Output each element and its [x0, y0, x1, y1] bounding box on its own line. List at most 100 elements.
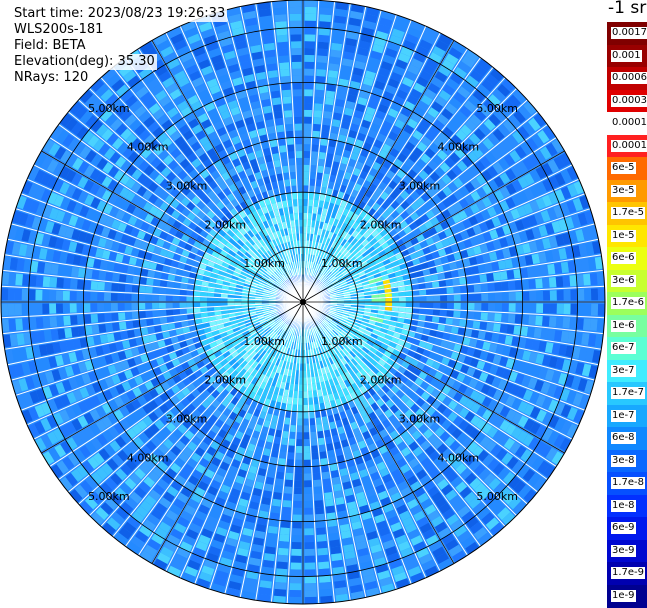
range-gate-cell [487, 313, 494, 321]
range-gate-cell [132, 285, 139, 292]
range-gate-cell [37, 331, 45, 342]
range-gate-cell [478, 331, 486, 339]
range-gate-cell [43, 317, 51, 328]
range-gate-cell [214, 293, 221, 297]
range-gate-cell [279, 451, 286, 459]
range-gate-cell [569, 318, 577, 329]
range-gate-cell [330, 50, 341, 58]
range-gate-cell [319, 14, 331, 22]
range-gate-cell [275, 582, 287, 590]
range-gate-cell [481, 303, 488, 310]
range-gate-cell [412, 291, 419, 296]
range-gate-cell [285, 480, 293, 487]
range-gate-cell [98, 324, 106, 333]
range-gate-cell [321, 131, 329, 139]
range-gate-cell [193, 303, 200, 307]
range-gate-cell [304, 124, 311, 131]
range-gate-cell [378, 298, 385, 301]
range-gate-cell [305, 576, 316, 583]
range-gate-cell [221, 302, 228, 305]
range-gate-cell [501, 314, 508, 323]
range-gate-cell [125, 312, 132, 320]
range-gate-cell [491, 333, 499, 342]
range-gate-cell [509, 303, 516, 312]
range-gate-cell [272, 499, 281, 507]
range-gate-cell [265, 546, 276, 554]
range-gate-cell [173, 282, 180, 288]
range-gate-cell [461, 303, 468, 310]
range-gate-cell [284, 486, 292, 493]
range-gate-cell [304, 412, 309, 419]
range-gate-cell [303, 364, 306, 371]
range-gate-cell [44, 263, 52, 274]
range-gate-cell [550, 290, 557, 300]
range-gate-cell [125, 294, 132, 301]
range-gate-cell [486, 273, 494, 281]
range-gate-cell [473, 321, 481, 329]
range-gate-cell [304, 96, 312, 103]
range-gate-cell [471, 266, 479, 274]
range-gate-cell [304, 432, 310, 439]
range-gate-cell [323, 118, 331, 126]
range-gate-cell [493, 323, 501, 332]
range-gate-cell [308, 213, 312, 220]
range-gate-cell [173, 296, 180, 301]
range-gate-cell [318, 42, 329, 50]
range-gate-cell [583, 318, 591, 330]
range-gate-cell [145, 295, 152, 301]
range-gate-cell [304, 89, 313, 96]
range-gate-cell [111, 303, 118, 311]
range-gate-cell [303, 227, 306, 234]
range-gate-cell [118, 312, 125, 320]
range-gate-cell [320, 7, 332, 15]
range-gate-cell [547, 264, 555, 275]
range-gate-cell [15, 304, 22, 316]
range-gate-cell [494, 313, 501, 321]
range-gate-cell [433, 288, 440, 294]
range-gate-cell [305, 549, 315, 556]
range-gate-cell [160, 317, 168, 323]
range-gate-cell [542, 278, 550, 288]
range-gate-cell [304, 419, 309, 426]
range-gate-cell [304, 69, 313, 76]
range-gate-cell [146, 319, 154, 326]
range-gate-cell [263, 490, 272, 498]
range-gate-cell [323, 485, 331, 493]
range-gate-cell [535, 316, 543, 326]
range-gate-cell [83, 292, 90, 301]
range-gate-cell [315, 96, 324, 103]
range-gate-cell [534, 328, 542, 338]
range-gate-cell [290, 425, 296, 432]
range-gate-cell [563, 276, 571, 287]
range-gate-cell [304, 467, 311, 474]
range-gate-cell [268, 526, 278, 534]
range-gate-cell [467, 285, 474, 292]
range-gate-cell [92, 270, 100, 279]
range-gate-cell [132, 320, 140, 328]
range-gate-cell [305, 556, 316, 563]
range-gate-cell [413, 297, 420, 302]
range-gate-cell [412, 308, 419, 313]
range-gate-cell [556, 276, 564, 287]
range-gate-cell [132, 276, 140, 284]
range-gate-cell [296, 453, 302, 460]
range-gate-cell [63, 291, 70, 301]
range-gate-cell [433, 303, 440, 309]
range-gate-cell [324, 104, 333, 112]
range-gate-cell [186, 297, 193, 302]
range-gate-cell [454, 295, 461, 301]
range-gate-cell [97, 303, 104, 311]
range-gate-cell [126, 275, 134, 283]
range-gate-cell [64, 328, 72, 338]
range-gate-cell [84, 280, 92, 289]
range-gate-cell [296, 439, 302, 446]
range-gate-cell [488, 293, 495, 301]
range-gate-cell [324, 492, 333, 500]
range-gate-cell [305, 48, 315, 55]
range-gate-cell [332, 477, 340, 485]
range-gate-cell [468, 294, 475, 301]
range-gate-cell [331, 470, 339, 478]
range-gate-cell [160, 280, 168, 286]
range-gate-cell [57, 329, 65, 340]
range-gate-cell [145, 303, 152, 309]
